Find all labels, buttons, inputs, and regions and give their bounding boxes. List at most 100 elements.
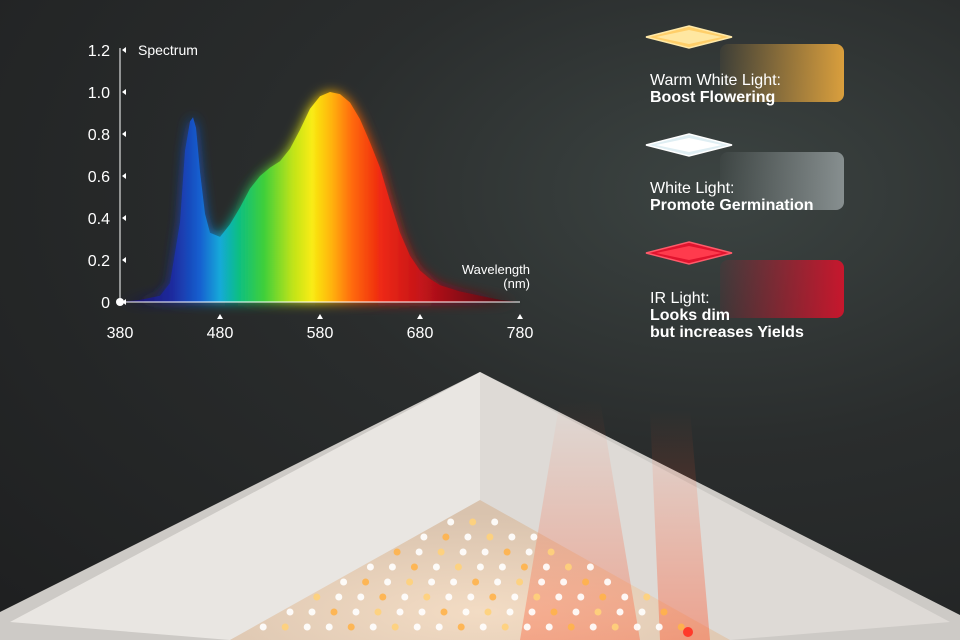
led-dot	[516, 578, 524, 586]
y-tick-mark	[122, 131, 126, 137]
led-dot	[450, 578, 458, 586]
led-dot	[660, 608, 668, 616]
x-tick-label: 580	[307, 325, 334, 342]
legend-bar-ir	[720, 260, 844, 318]
y-tick-label: 0.8	[88, 127, 110, 144]
led-dot	[457, 623, 465, 631]
led-dot	[374, 608, 382, 616]
led-dot	[547, 548, 555, 556]
legend-bar-white	[720, 152, 844, 210]
led-dot	[550, 608, 558, 616]
spectrum-area	[120, 92, 520, 302]
led-dot	[533, 593, 541, 601]
led-dot	[511, 593, 519, 601]
y-tick-mark	[122, 215, 126, 221]
led-dot	[401, 593, 409, 601]
legend-desc-ir-2: but increases Yields	[650, 324, 804, 341]
x-tick-label: 680	[407, 325, 434, 342]
led-dot	[420, 533, 428, 541]
led-dot	[369, 623, 377, 631]
y-tick-label: 0	[101, 295, 110, 312]
led-dot	[538, 578, 546, 586]
led-dot	[572, 608, 580, 616]
led-dot	[489, 593, 497, 601]
led-dot	[467, 593, 475, 601]
led-dot	[486, 533, 494, 541]
led-dot	[410, 563, 418, 571]
led-dot	[435, 623, 443, 631]
led-dot	[259, 623, 267, 631]
legend-label-ir: IR Light:	[650, 290, 710, 307]
ir-led-glow	[683, 627, 693, 637]
y-tick-mark	[122, 173, 126, 179]
led-dot	[528, 608, 536, 616]
led-dot	[586, 563, 594, 571]
led-dot	[520, 563, 528, 571]
led-dot	[442, 533, 450, 541]
legend-item-white: White Light: Promote Germination	[640, 128, 850, 228]
y-tick-label: 1.2	[88, 43, 110, 60]
led-dot	[498, 563, 506, 571]
legend-label-white: White Light:	[650, 180, 735, 197]
led-dot	[432, 563, 440, 571]
led-dot	[362, 578, 370, 586]
led-dot	[525, 548, 533, 556]
x-tick-mark	[517, 314, 523, 319]
x-tick-mark	[217, 314, 223, 319]
grow-light-fixture	[0, 372, 960, 640]
led-dot	[384, 578, 392, 586]
led-dot	[633, 623, 641, 631]
white-led-icon	[645, 133, 733, 157]
warm-white-led-icon	[645, 25, 733, 49]
ir-led-icon	[645, 241, 733, 265]
led-dot	[340, 578, 348, 586]
led-dot	[415, 548, 423, 556]
legend-desc-ir-1: Looks dim	[650, 307, 731, 324]
x-tick-label: 780	[507, 325, 534, 342]
led-dot	[406, 578, 414, 586]
led-dot	[589, 623, 597, 631]
led-dot	[464, 533, 472, 541]
led-dot	[582, 578, 590, 586]
x-tick-label: 480	[207, 325, 234, 342]
x-tick-mark	[417, 314, 423, 319]
led-dot	[423, 593, 431, 601]
led-dot	[491, 518, 499, 526]
legend-label-warm-white: Warm White Light:	[650, 72, 781, 89]
led-dot	[286, 608, 294, 616]
led-dot	[396, 608, 404, 616]
led-dot	[611, 623, 619, 631]
led-dot	[428, 578, 436, 586]
y-tick-label: 0.6	[88, 169, 110, 186]
chart-axes: 0 0.2 0.4 0.6 0.8 1.0 1.2 380 480 580 680 780 Spectr…	[88, 42, 534, 342]
chart-plot	[120, 92, 520, 302]
led-dot	[476, 563, 484, 571]
y-tick-mark	[122, 299, 126, 305]
spectrum-chart: 0 0.2 0.4 0.6 0.8 1.0 1.2 380 480 580 680 780 Spectr…	[88, 42, 534, 342]
legend-desc-warm-white: Boost Flowering	[650, 89, 776, 106]
led-dot	[564, 563, 572, 571]
led-dot	[599, 593, 607, 601]
led-dot	[281, 623, 289, 631]
led-dot	[545, 623, 553, 631]
led-dot	[366, 563, 374, 571]
led-dot	[555, 593, 563, 601]
legend-desc-white: Promote Germination	[650, 197, 814, 214]
led-dot	[577, 593, 585, 601]
led-dot	[616, 608, 624, 616]
led-dot	[462, 608, 470, 616]
led-dot	[413, 623, 421, 631]
led-dot	[655, 623, 663, 631]
led-dot	[303, 623, 311, 631]
led-dot	[677, 623, 685, 631]
led-dot	[481, 548, 489, 556]
y-tick-label: 0.4	[88, 211, 110, 228]
led-dot	[335, 593, 343, 601]
led-dot	[352, 608, 360, 616]
led-dot	[447, 518, 455, 526]
ir-beam-2	[650, 410, 710, 640]
led-dot	[643, 593, 651, 601]
led-dot	[567, 623, 575, 631]
legend-bar-warm-white	[720, 44, 844, 102]
led-dot	[503, 548, 511, 556]
